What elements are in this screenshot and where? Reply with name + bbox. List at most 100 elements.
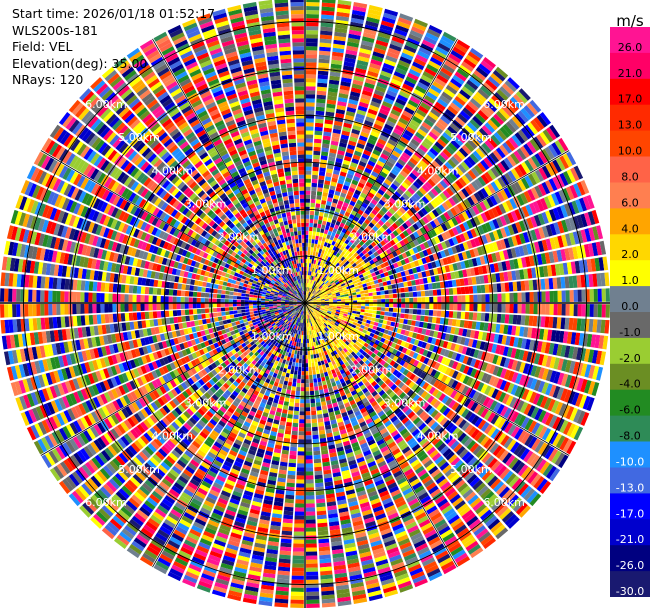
radar-gate — [329, 287, 334, 291]
radar-gate — [560, 248, 567, 262]
radar-gate — [294, 94, 305, 99]
radar-gate — [415, 85, 427, 94]
radar-gate — [250, 288, 255, 292]
radar-gate — [366, 215, 373, 222]
radar-gate — [554, 140, 566, 154]
radar-gate — [337, 277, 342, 282]
radar-gate — [320, 299, 325, 302]
radar-gate — [398, 277, 404, 283]
radar-gate — [367, 250, 373, 256]
radar-gate — [257, 310, 262, 313]
radar-gate — [290, 248, 294, 253]
radar-gate — [435, 282, 441, 289]
radar-gate — [327, 293, 332, 296]
radar-gate — [282, 82, 293, 88]
radar-gate — [350, 275, 355, 280]
radar-gate — [363, 275, 369, 280]
radar-gate — [202, 319, 207, 325]
radar-gate — [513, 258, 519, 269]
radar-gate — [496, 240, 503, 251]
radar-gate — [335, 290, 340, 293]
radar-gate — [289, 244, 294, 249]
radar-gate — [311, 239, 315, 244]
radar-gate — [511, 270, 517, 281]
radar-gate — [400, 214, 408, 222]
radar-gate — [406, 235, 413, 243]
radar-gate — [306, 46, 318, 51]
radar-gate — [438, 274, 444, 282]
radar-gate — [352, 295, 357, 298]
radar-gate — [441, 232, 448, 241]
radar-gate — [322, 272, 327, 277]
radar-gate — [445, 145, 455, 155]
radar-gate — [291, 252, 295, 257]
radar-gate — [439, 151, 450, 161]
radar-gate — [256, 298, 262, 301]
radar-gate — [510, 96, 522, 109]
radar-gate — [463, 158, 473, 169]
radar-gate — [380, 294, 386, 299]
radar-gate — [406, 145, 416, 154]
radar-gate — [553, 236, 560, 249]
radar-gate — [340, 245, 345, 251]
radar-gate — [475, 130, 487, 142]
radar-gate — [399, 232, 406, 240]
radar-gate — [409, 241, 416, 248]
radar-gate — [216, 303, 221, 308]
radar-gate — [340, 134, 349, 141]
radar-gate — [176, 296, 181, 303]
radar-gate — [440, 223, 448, 232]
radar-gate — [238, 316, 243, 321]
radar-gate — [573, 289, 578, 302]
radar-gate — [450, 271, 456, 280]
radar-gate — [418, 46, 432, 56]
radar-gate — [399, 247, 405, 254]
radar-gate — [184, 290, 190, 297]
radar-gate — [409, 297, 414, 303]
radar-gate — [237, 292, 242, 297]
radar-gate — [289, 146, 297, 152]
radar-gate — [468, 76, 481, 88]
radar-gate — [376, 115, 386, 124]
radar-gate — [316, 191, 323, 196]
radar-gate — [248, 305, 254, 309]
radar-gate — [200, 308, 206, 314]
radar-gate — [463, 198, 472, 209]
radar-gate — [406, 126, 416, 135]
radar-gate — [356, 59, 369, 67]
radar-gate — [188, 291, 194, 297]
radar-gate — [313, 259, 317, 265]
radar-gate — [467, 169, 477, 180]
radar-gate — [319, 275, 323, 280]
radar-gate — [328, 213, 334, 219]
radar-gate — [444, 265, 451, 273]
radar-gate — [309, 279, 312, 284]
radar-gate — [442, 177, 452, 187]
radar-gate — [487, 76, 501, 88]
radar-gate — [506, 248, 513, 259]
radar-gate — [132, 285, 138, 294]
radar-gate — [374, 43, 388, 51]
radar-gate — [232, 303, 237, 307]
radar-gate — [454, 71, 467, 82]
radar-gate — [417, 297, 422, 303]
radar-gate — [185, 315, 190, 322]
radar-gate — [508, 282, 514, 292]
radar-gate — [540, 197, 549, 210]
radar-gate — [285, 241, 290, 246]
radar-gate — [177, 316, 183, 323]
radar-gate — [416, 163, 426, 172]
radar-gate — [372, 149, 381, 157]
radar-gate — [427, 202, 435, 211]
radar-gate — [296, 247, 300, 252]
radar-gate — [419, 235, 427, 243]
radar-gate — [447, 81, 460, 92]
radar-gate — [249, 308, 254, 312]
radar-gate — [545, 210, 553, 223]
radar-gate — [296, 122, 305, 127]
radar-gate — [376, 249, 383, 255]
radar-gate — [316, 288, 320, 293]
radar-gate — [294, 202, 300, 208]
radar-gate — [370, 198, 378, 206]
radar-gate — [559, 155, 570, 169]
